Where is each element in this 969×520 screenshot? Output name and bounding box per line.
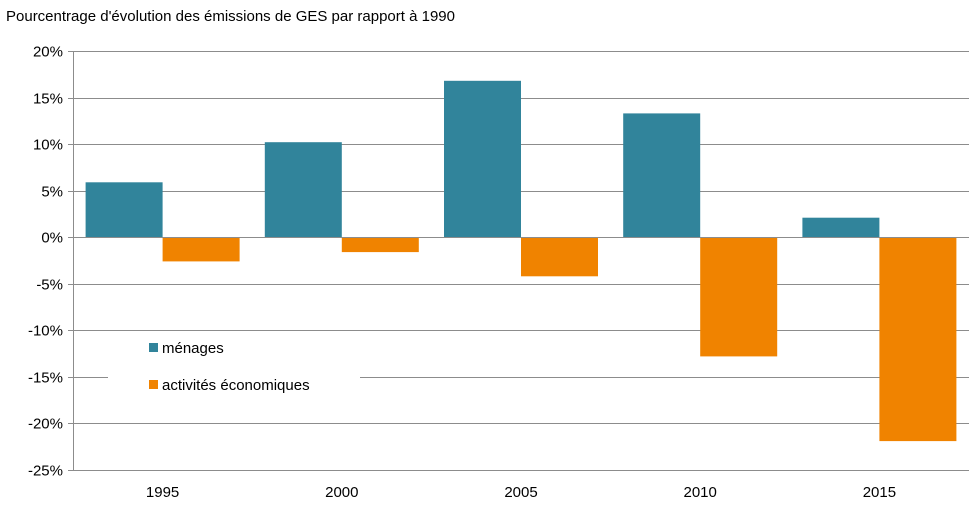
- x-tick-label: 2010: [684, 484, 717, 501]
- y-tick-label: -5%: [36, 277, 63, 294]
- x-tick-label: 2015: [863, 484, 896, 501]
- bar-activites-2005: [521, 237, 598, 277]
- x-tick-label: 2005: [504, 484, 537, 501]
- bar-menages-2015: [802, 217, 880, 238]
- y-tick-label: 0%: [41, 230, 63, 247]
- legend-swatch: [149, 380, 158, 389]
- y-tick-label: -10%: [28, 323, 63, 340]
- legend-box: [108, 333, 360, 405]
- y-tick-label: -20%: [28, 416, 63, 433]
- y-tick-label: 15%: [33, 91, 63, 108]
- bar-activites-2010: [700, 237, 778, 357]
- y-tick-label: 5%: [41, 184, 63, 201]
- bar-menages-2010: [623, 113, 701, 238]
- y-tick-label: -25%: [28, 463, 63, 480]
- y-tick-label: -15%: [28, 370, 63, 387]
- x-tick-label: 2000: [325, 484, 358, 501]
- bar-menages-2000: [264, 142, 342, 238]
- y-tick-label: 20%: [33, 44, 63, 61]
- bar-menages-1995: [85, 182, 163, 238]
- chart-title: Pourcentrage d'évolution des émissions d…: [6, 8, 455, 25]
- legend-label: activités économiques: [162, 377, 310, 394]
- legend-label: ménages: [162, 340, 224, 357]
- x-tick-label: 1995: [146, 484, 179, 501]
- legend-swatch: [149, 343, 158, 352]
- bar-activites-2000: [341, 237, 419, 253]
- bar-activites-1995: [162, 237, 240, 262]
- bar-activites-2015: [879, 237, 957, 442]
- y-tick-label: 10%: [33, 137, 63, 154]
- bar-menages-2005: [444, 80, 521, 238]
